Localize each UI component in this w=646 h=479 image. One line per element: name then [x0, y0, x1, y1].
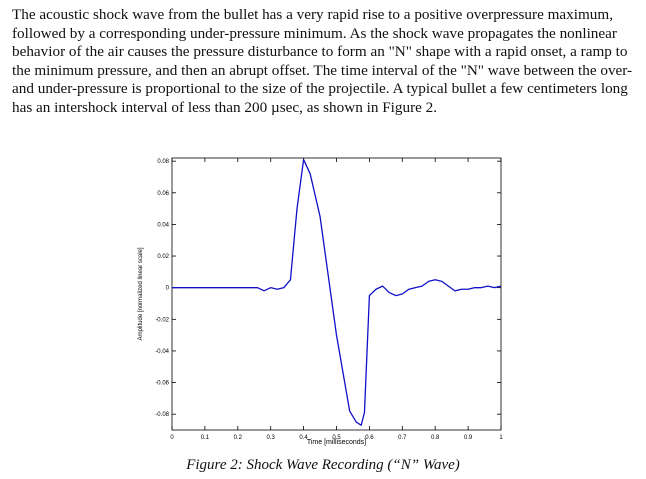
plot-area — [171, 157, 502, 431]
x-tick-label: 0.6 — [365, 435, 374, 441]
x-tick-label: 0.1 — [201, 435, 210, 441]
x-tick-label: 0.5 — [332, 435, 341, 441]
x-tick-label: 0 — [170, 435, 174, 441]
x-axis-ticks: 0 0.1 0.2 0.3 0.4 0.5 0.6 0.7 0.8 0.9 1 — [170, 158, 503, 441]
y-axis-ticks: 0.08 0.06 0.04 0.02 0 -0.02 -0.04 -0.06 -0.08 — [155, 159, 501, 418]
x-axis-label: Time [milliseconds] — [307, 439, 366, 446]
y-axis-label: Amplitude [normalized linear scale] — [138, 247, 144, 340]
x-tick-label: 0.3 — [267, 435, 276, 441]
y-tick-label: -0.04 — [155, 349, 169, 355]
x-tick-label: 0.7 — [398, 435, 407, 441]
y-tick-label: 0.02 — [157, 254, 169, 260]
y-tick-label: -0.06 — [155, 381, 169, 387]
x-tick-label: 0.2 — [234, 435, 243, 441]
y-tick-label: -0.08 — [155, 412, 169, 418]
body-paragraph: The acoustic shock wave from the bullet … — [12, 6, 633, 116]
figure-caption: Figure 2: Shock Wave Recording (“N” Wave… — [186, 457, 460, 473]
y-tick-label: 0.04 — [157, 222, 169, 228]
y-tick-label: -0.02 — [155, 317, 169, 323]
y-tick-label: 0.06 — [157, 191, 169, 197]
x-tick-label: 0.9 — [464, 435, 473, 441]
x-tick-label: 0.8 — [431, 435, 440, 441]
y-tick-label: 0 — [166, 286, 170, 292]
x-tick-label: 0.4 — [299, 435, 308, 441]
shock-wave-line — [172, 158, 502, 426]
y-tick-label: 0.08 — [157, 159, 169, 165]
x-tick-label: 1 — [499, 435, 503, 441]
